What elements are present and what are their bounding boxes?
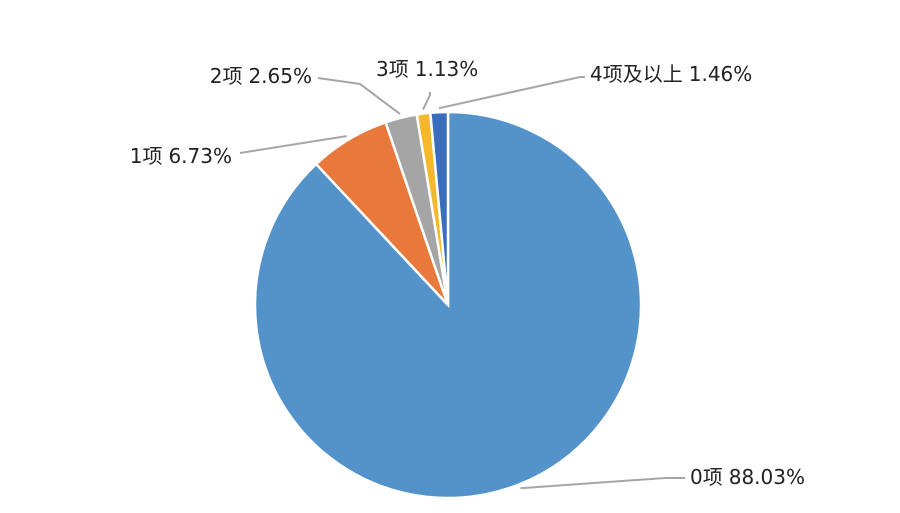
slice-category: 0项 [690,465,723,489]
slice-value-label: 2.65% [248,64,312,88]
slice-category: 4项及以上 [590,62,683,86]
slice-value-label: 88.03% [729,465,805,489]
slice-value-label: 1.46% [689,62,753,86]
leader-line [239,135,347,154]
slice-label: 2项 2.65% [210,64,312,88]
slice-value-label: 1.13% [415,57,479,81]
slice-category: 2项 [210,64,243,88]
slice-value-label: 6.73% [168,144,232,168]
slice-label: 0项 88.03% [690,465,805,489]
slice-label: 3项 1.13% [376,57,478,81]
leader-line [422,92,431,111]
slice-category: 1项 [130,144,163,168]
slice-label: 1项 6.73% [130,144,232,168]
leader-line [317,77,401,115]
pie-slice [428,110,450,306]
leader-line [520,477,685,490]
leader-line [438,76,585,110]
slice-category: 3项 [376,57,409,81]
slice-label: 4项及以上 1.46% [590,62,752,86]
